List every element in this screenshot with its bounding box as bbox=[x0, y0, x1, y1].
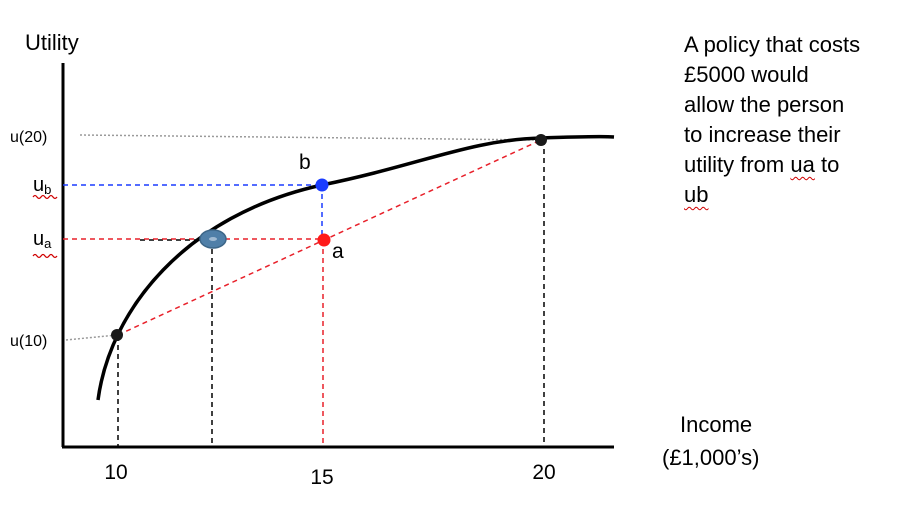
annotation-line-2: £5000 would bbox=[684, 62, 809, 87]
u20-guide-line bbox=[79, 134, 542, 141]
x-axis-label-line1: Income bbox=[680, 412, 752, 437]
x-axis-label-line2: (£1,000’s) bbox=[662, 445, 759, 470]
ub-spellcheck-underline bbox=[32, 194, 58, 200]
certainty-equivalent-highlight bbox=[209, 237, 217, 241]
x-tick-10: 10 bbox=[104, 461, 127, 484]
y-tick-ub: ub bbox=[33, 174, 51, 197]
utility-curve bbox=[96, 134, 615, 401]
point-u10 bbox=[111, 329, 123, 341]
y-tick-u20: u(20) bbox=[10, 129, 47, 146]
point-u20 bbox=[535, 134, 547, 146]
point-a bbox=[317, 233, 331, 247]
y-tick-u10: u(10) bbox=[10, 333, 47, 350]
annotation-line-1: A policy that costs bbox=[684, 32, 861, 57]
annotation-line-4: to increase their bbox=[684, 122, 841, 147]
policy-annotation: A policy that costs £5000 would allow th… bbox=[684, 30, 904, 210]
x-tick-20: 20 bbox=[532, 461, 555, 484]
point-a-label: a bbox=[332, 240, 344, 263]
annotation-ua: ua bbox=[790, 152, 815, 177]
y-tick-ua: ua bbox=[33, 228, 52, 251]
annotation-line-5: utility from ua to bbox=[684, 152, 840, 177]
y-axis-label: Utility bbox=[25, 30, 79, 55]
chord-line bbox=[117, 139, 542, 336]
ua-spellcheck-underline bbox=[32, 253, 58, 259]
annotation-ub: ub bbox=[684, 182, 709, 207]
annotation-line-6: ub bbox=[684, 180, 904, 210]
point-b bbox=[315, 178, 329, 192]
annotation-line-3: allow the person bbox=[684, 92, 845, 117]
x-tick-15: 15 bbox=[310, 466, 333, 489]
point-b-label: b bbox=[299, 151, 311, 174]
u10-guide-line bbox=[65, 334, 118, 341]
